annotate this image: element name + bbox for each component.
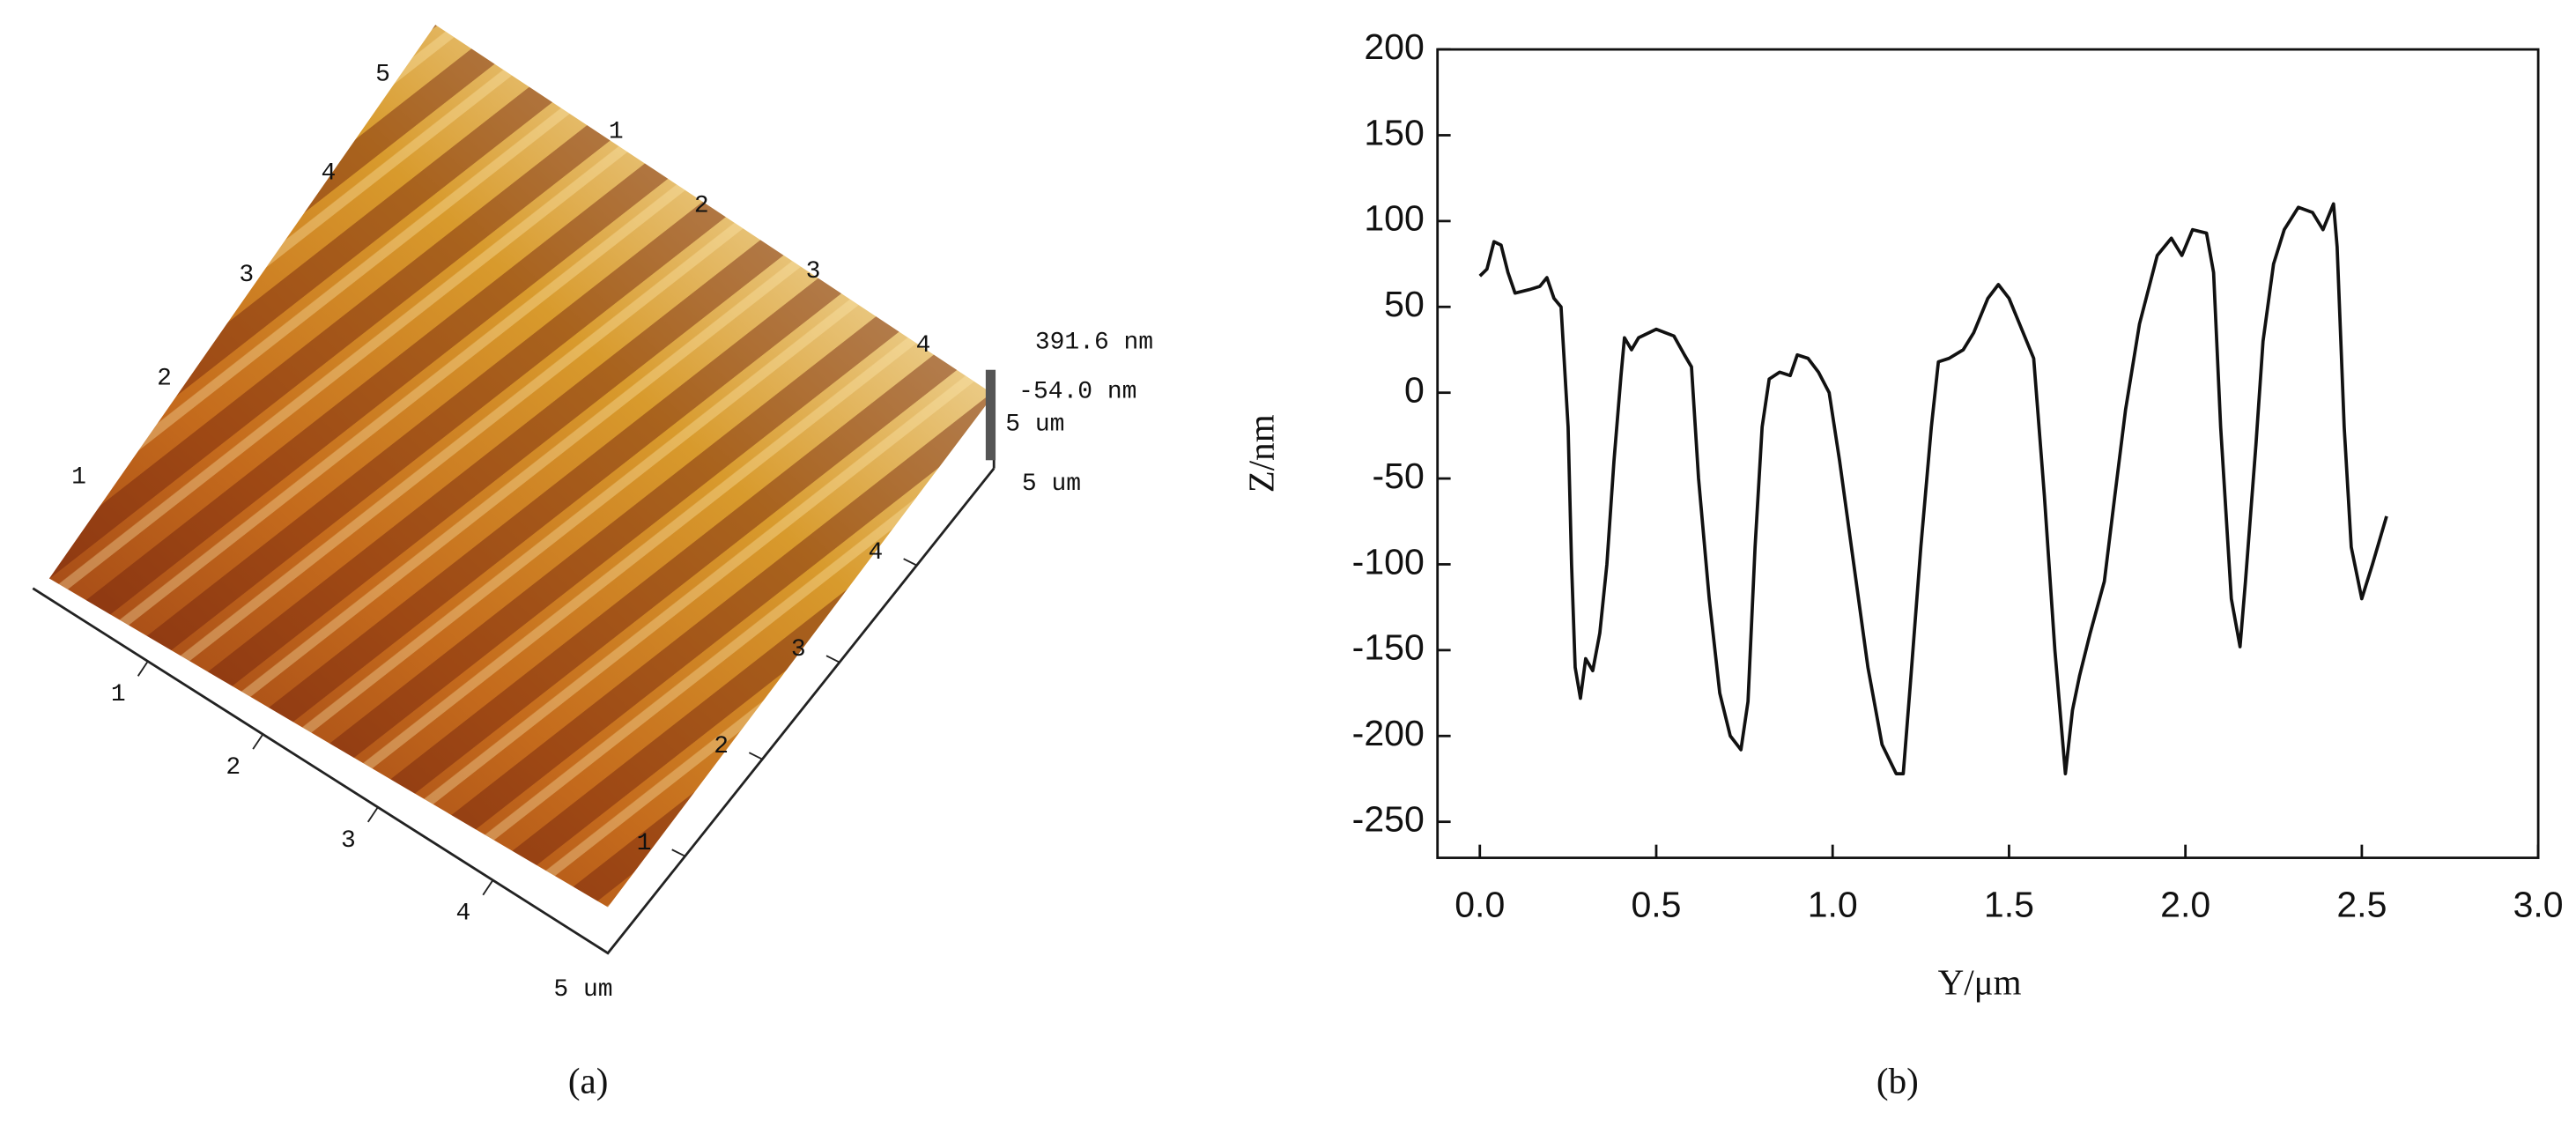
afm-label: 3 — [806, 258, 821, 285]
afm-scale — [985, 369, 996, 461]
afm-ridges — [48, 25, 995, 908]
y-tick-label: -250 — [1352, 798, 1425, 839]
x-tick-label: 1.0 — [1808, 884, 1858, 924]
y-tick-label: -50 — [1372, 456, 1424, 496]
y-tick-label: 0 — [1404, 370, 1425, 411]
y-tick-label: 150 — [1364, 112, 1424, 152]
afm-tick — [252, 733, 264, 750]
afm-label: 1 — [609, 119, 624, 146]
afm-label: 1 — [637, 830, 652, 857]
plot-frame — [1436, 48, 2540, 859]
afm-label: 4 — [455, 901, 470, 928]
y-tick-label: 200 — [1364, 26, 1424, 67]
afm-label: 5 um — [1022, 471, 1081, 498]
afm-label: 2 — [714, 733, 729, 760]
data-line — [1478, 202, 2388, 775]
afm-image — [32, 25, 996, 955]
afm-label: 5 — [375, 61, 390, 88]
afm-tick — [825, 655, 840, 663]
panel-label: (a) — [568, 1060, 609, 1101]
afm-label: 5 um — [553, 976, 612, 1004]
x-tick-label: 3.0 — [2513, 884, 2564, 924]
afm-tick — [137, 661, 149, 677]
y-tick-label: -150 — [1352, 627, 1425, 668]
afm-label: 4 — [869, 539, 884, 567]
afm-label: 391.6 nm — [1035, 329, 1153, 356]
afm-label: -54.0 nm — [1018, 378, 1136, 405]
x-tick-label: 2.0 — [2160, 884, 2210, 924]
panel-label: (b) — [1876, 1060, 1919, 1101]
y-tick-label: 50 — [1384, 284, 1425, 324]
y-axis-label: Z/nm — [1240, 414, 1281, 493]
y-tick-label: -200 — [1352, 713, 1425, 753]
x-tick-label: 2.5 — [2336, 884, 2387, 924]
afm-base-axes — [32, 467, 996, 955]
afm-label: 2 — [226, 754, 241, 782]
x-tick-label: 0.0 — [1455, 884, 1505, 924]
y-tick-label: -100 — [1352, 541, 1425, 582]
afm-label: 3 — [239, 262, 254, 289]
y-tick-label: 100 — [1364, 198, 1424, 239]
afm-label: 1 — [71, 463, 86, 491]
afm-tick — [482, 879, 494, 896]
afm-label: 4 — [322, 159, 337, 187]
afm-label: 3 — [791, 636, 806, 663]
x-axis-label: Y/μm — [1938, 961, 2022, 1002]
afm-tick — [671, 849, 686, 857]
afm-label: 1 — [111, 681, 126, 708]
x-tick-label: 1.5 — [1984, 884, 2034, 924]
afm-tick — [366, 806, 379, 823]
afm-label: 2 — [157, 365, 172, 392]
afm-label: 4 — [916, 332, 931, 359]
afm-tick — [903, 558, 917, 567]
x-tick-label: 0.5 — [1631, 884, 1681, 924]
afm-tick — [748, 752, 763, 760]
afm-label: 3 — [341, 827, 356, 855]
afm-label: 2 — [694, 193, 709, 220]
afm-label: 5 um — [1005, 411, 1064, 439]
